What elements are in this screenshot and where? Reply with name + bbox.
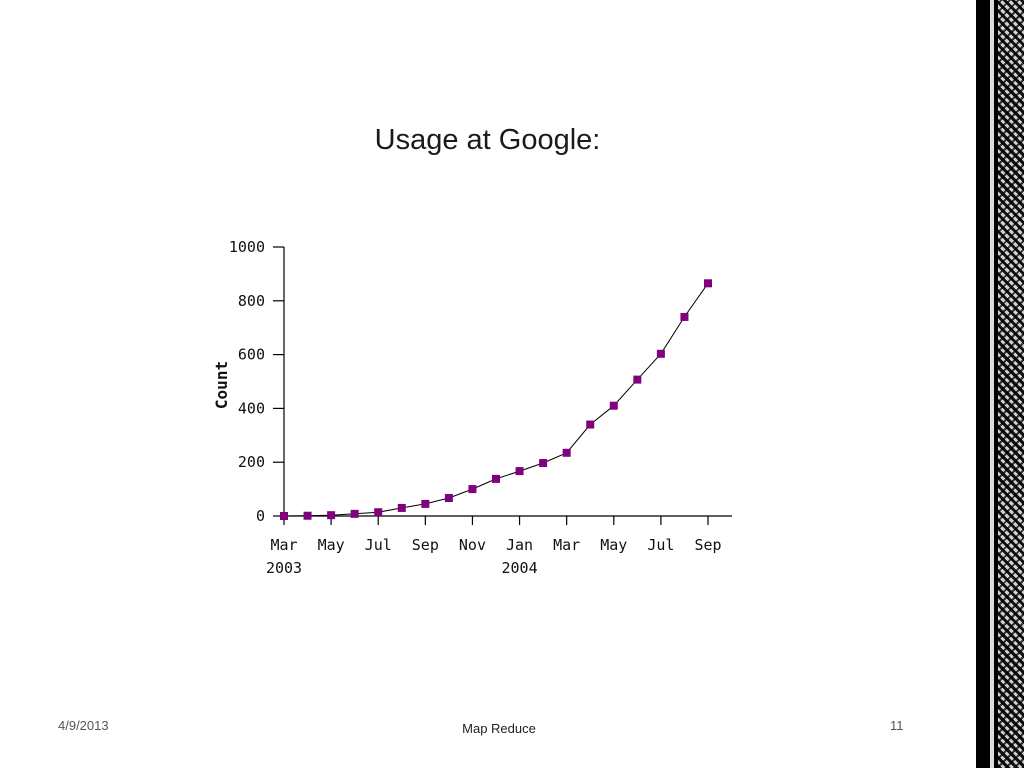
data-point <box>633 375 642 384</box>
data-point <box>539 459 548 468</box>
series-markers <box>280 279 712 520</box>
x-year-label: 2004 <box>501 559 537 577</box>
data-point <box>562 448 571 457</box>
data-point <box>680 312 689 321</box>
x-tick-label: Mar <box>270 536 297 554</box>
usage-chart: 0 200 400 600 800 1000 Mar 2003 May Jul Sep Nov Jan… <box>212 238 732 577</box>
x-tick-label: Mar <box>553 536 580 554</box>
data-point <box>303 511 312 520</box>
data-point <box>468 485 477 494</box>
page-number: 11 <box>890 718 904 733</box>
x-tick-labels: Mar 2003 May Jul Sep Nov Jan 2004 Mar May Jul Sep <box>266 536 722 577</box>
y-tick-label: 1000 <box>229 238 265 256</box>
y-axis-label: Count <box>212 361 231 409</box>
chart-axes <box>273 246 732 525</box>
x-tick-label: Nov <box>459 536 486 554</box>
y-tick-label: 200 <box>238 453 265 471</box>
decorative-border <box>976 0 1024 768</box>
data-point <box>421 499 430 508</box>
data-point <box>444 493 453 502</box>
data-point <box>327 511 336 520</box>
footer-date: 4/9/2013 <box>58 718 109 733</box>
y-tick-label: 0 <box>256 507 265 525</box>
data-point <box>656 349 665 358</box>
slide-title: Usage at Google: <box>374 124 601 156</box>
x-tick-label: Sep <box>694 536 721 554</box>
data-point <box>280 512 288 520</box>
data-point <box>609 401 618 410</box>
x-year-label: 2003 <box>266 559 302 577</box>
x-tick-label: Jul <box>365 536 392 554</box>
y-tick-label: 600 <box>238 346 265 364</box>
data-point <box>492 474 500 483</box>
x-tick-label: Sep <box>412 536 439 554</box>
data-point <box>586 420 595 429</box>
x-tick-label: May <box>318 536 345 554</box>
y-tick-label: 400 <box>238 399 265 417</box>
x-tick-label: Jul <box>647 536 674 554</box>
x-tick-label: May <box>600 536 627 554</box>
data-point <box>704 279 712 288</box>
footer-title: Map Reduce <box>462 721 536 736</box>
data-point <box>397 503 406 512</box>
y-tick-labels: 0 200 400 600 800 1000 <box>229 238 265 525</box>
data-point <box>374 508 383 517</box>
data-point <box>515 467 524 476</box>
x-tick-label: Jan <box>506 536 533 554</box>
y-tick-label: 800 <box>238 292 265 310</box>
data-point <box>350 509 359 518</box>
